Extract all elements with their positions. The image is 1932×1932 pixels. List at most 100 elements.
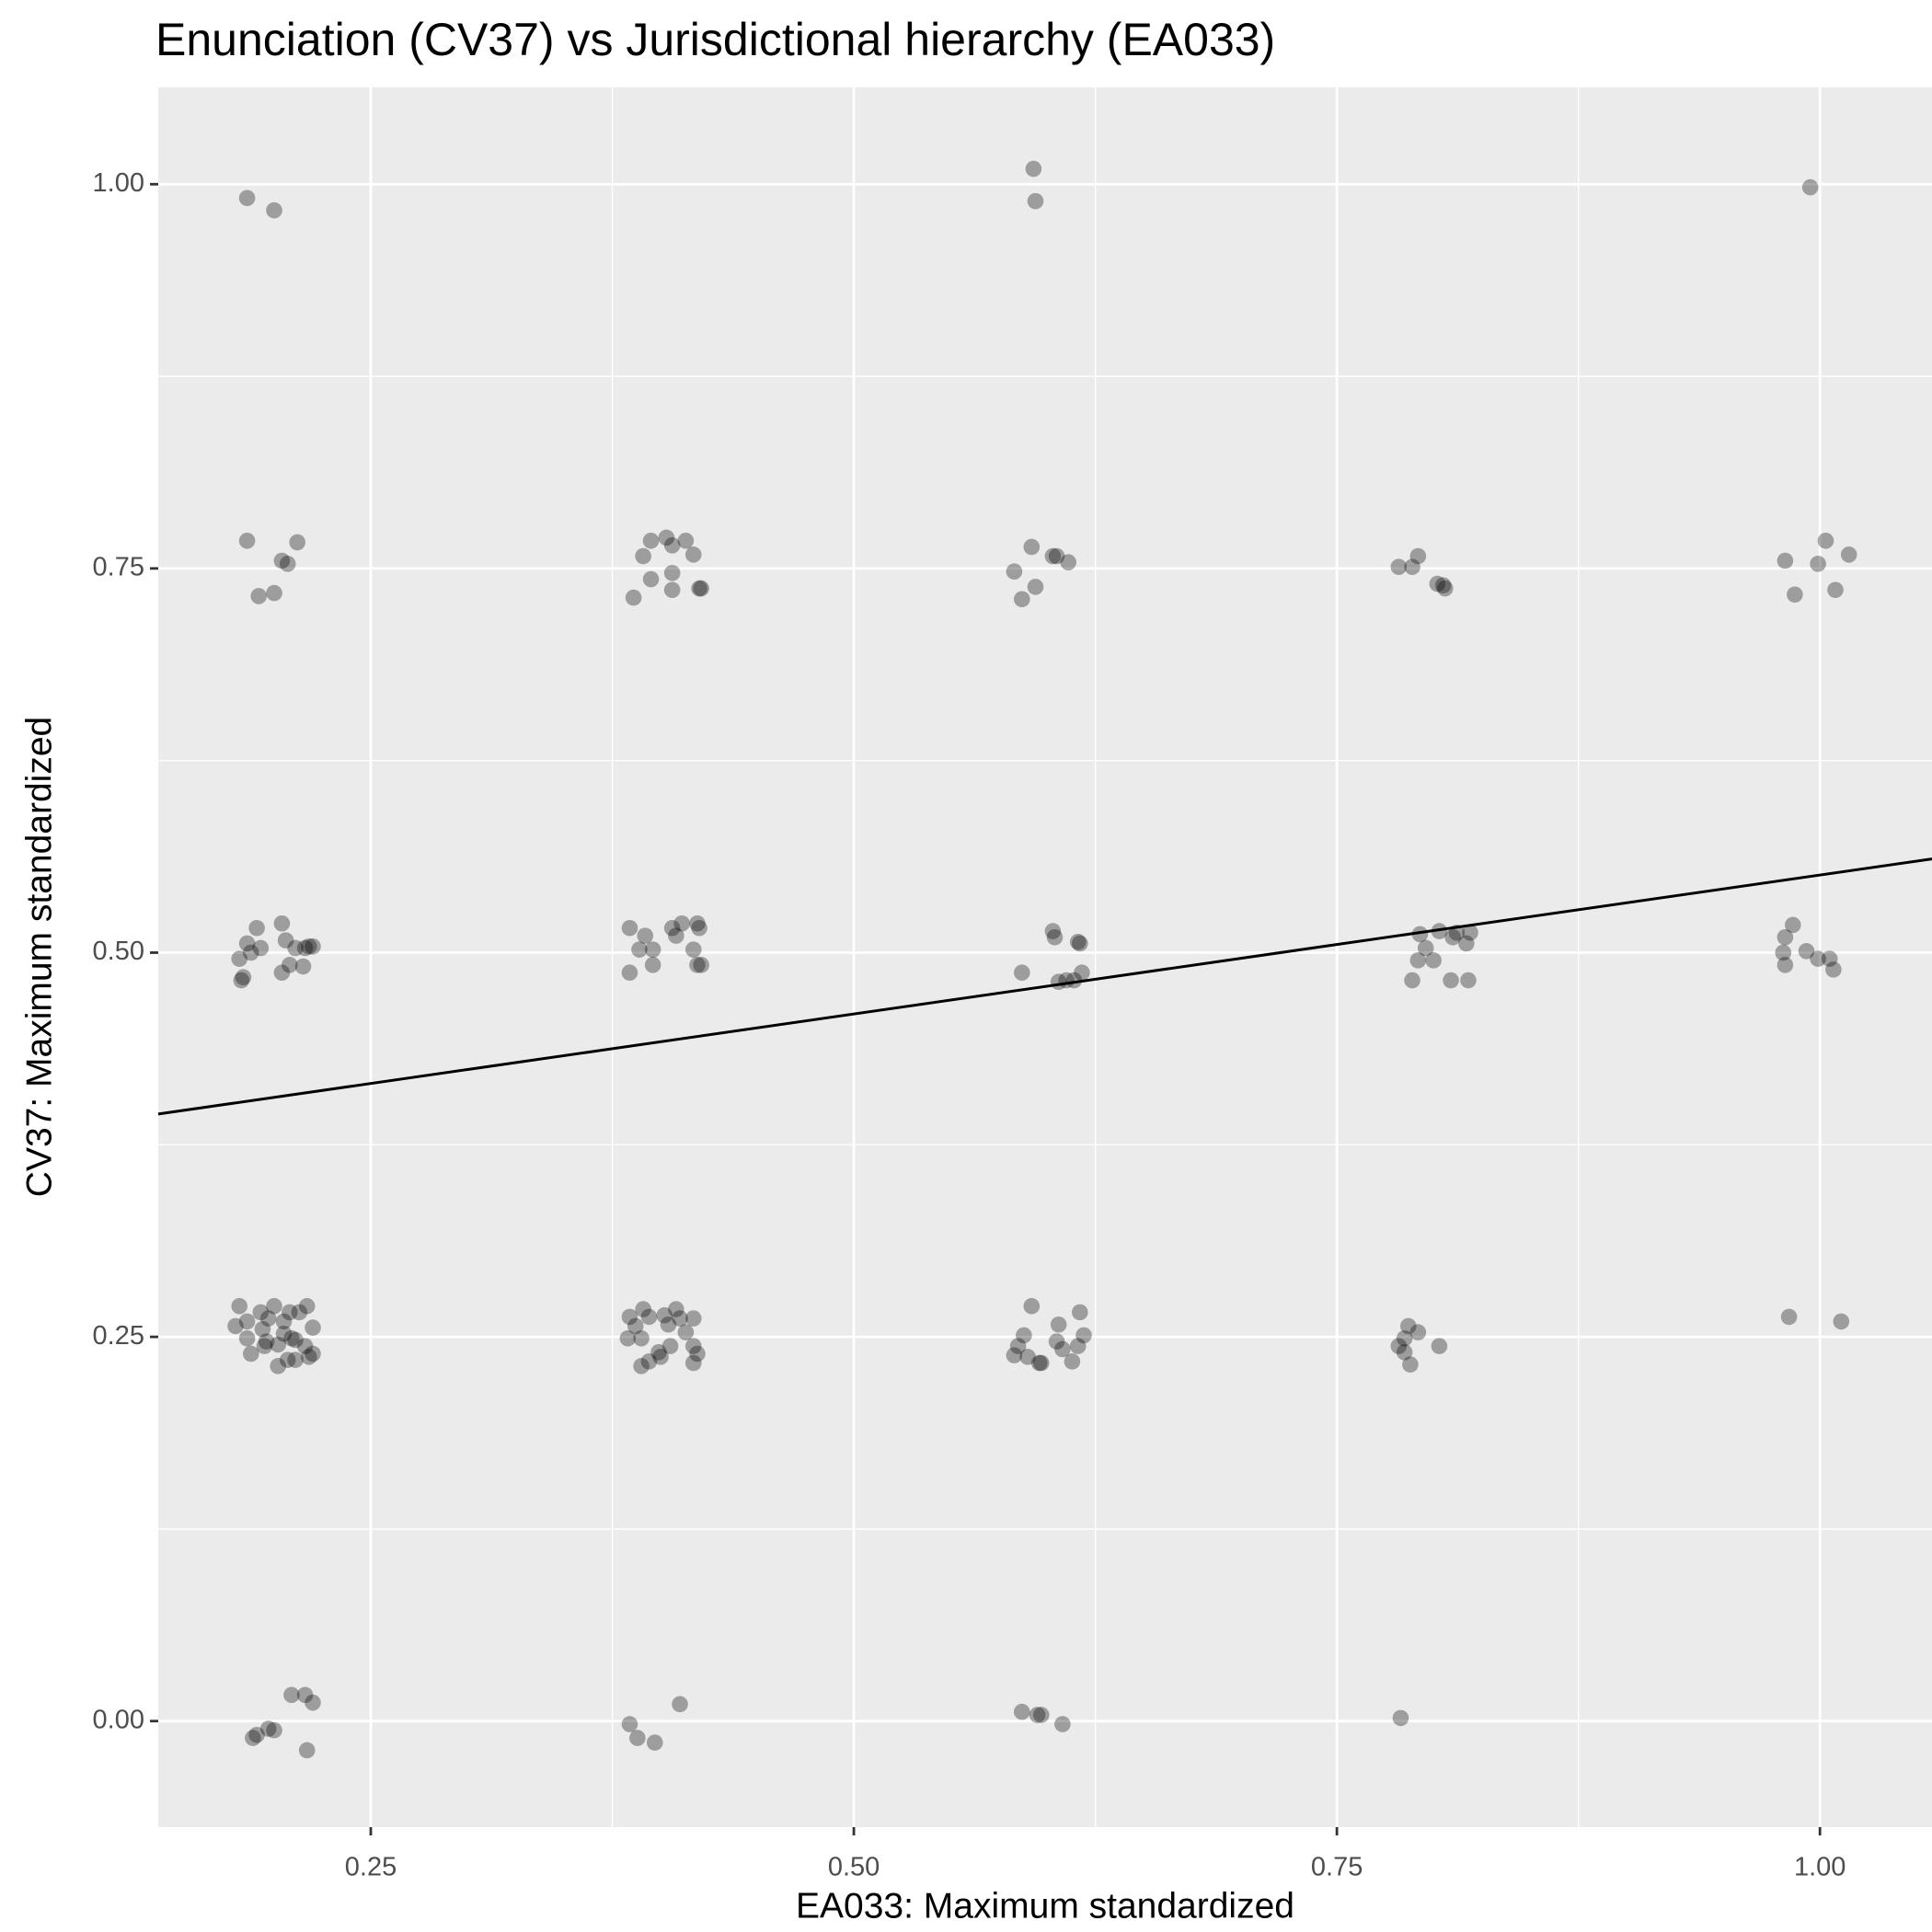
point xyxy=(677,1324,695,1340)
point xyxy=(691,580,707,597)
point xyxy=(282,957,298,973)
point xyxy=(294,958,312,975)
point xyxy=(1409,547,1427,565)
point xyxy=(1390,558,1408,575)
point xyxy=(635,547,651,565)
point xyxy=(305,1694,321,1711)
point xyxy=(270,1336,287,1353)
x-tick-label: 0.25 xyxy=(345,1853,397,1882)
point xyxy=(279,1351,296,1368)
point xyxy=(291,1304,308,1321)
point xyxy=(1064,1353,1081,1370)
point xyxy=(656,1306,673,1324)
x-tick-label: 0.75 xyxy=(1311,1853,1363,1882)
point xyxy=(1777,957,1794,973)
point xyxy=(266,1721,282,1739)
point xyxy=(689,914,706,932)
point xyxy=(1032,1707,1050,1723)
point xyxy=(1069,1338,1087,1354)
point xyxy=(301,938,317,955)
point xyxy=(238,1313,256,1330)
point xyxy=(283,1329,300,1347)
point xyxy=(663,537,681,554)
point xyxy=(1016,1327,1032,1344)
point xyxy=(1798,943,1815,960)
point xyxy=(296,939,314,957)
point xyxy=(691,919,707,937)
point xyxy=(1030,1354,1048,1372)
point xyxy=(298,1297,316,1315)
point xyxy=(663,919,681,937)
point xyxy=(1425,952,1442,969)
point xyxy=(1775,944,1792,961)
y-tick-label: 0.00 xyxy=(93,1705,144,1734)
point xyxy=(1443,972,1459,989)
point xyxy=(1023,538,1041,556)
point xyxy=(1787,586,1803,604)
point xyxy=(1074,964,1090,982)
point xyxy=(684,1338,702,1354)
point xyxy=(1006,1347,1023,1363)
point xyxy=(296,1686,314,1704)
point xyxy=(1429,575,1446,592)
point xyxy=(1462,924,1478,941)
point xyxy=(1784,916,1801,934)
point xyxy=(1392,1709,1409,1727)
point xyxy=(640,1308,658,1326)
point xyxy=(1072,1304,1088,1321)
y-axis-title: CV37: Maximum standardized xyxy=(19,717,59,1197)
point xyxy=(661,1338,679,1354)
point xyxy=(642,532,660,549)
point xyxy=(646,1734,663,1751)
point xyxy=(1404,558,1420,575)
point xyxy=(275,1325,293,1342)
point xyxy=(1065,972,1083,989)
point xyxy=(256,1338,273,1354)
point xyxy=(1780,1308,1798,1326)
point xyxy=(266,584,282,602)
point xyxy=(625,589,642,606)
y-tick-label: 0.50 xyxy=(93,937,144,966)
point xyxy=(1404,972,1420,989)
point xyxy=(663,581,681,599)
point xyxy=(642,570,660,588)
point xyxy=(1460,972,1477,989)
point xyxy=(273,964,291,982)
point xyxy=(633,1329,650,1347)
point xyxy=(1827,581,1844,599)
point xyxy=(1810,950,1826,967)
point xyxy=(637,927,654,944)
point xyxy=(1044,923,1062,939)
point xyxy=(621,964,638,982)
point xyxy=(650,1344,667,1361)
point xyxy=(1444,928,1461,946)
point xyxy=(684,941,702,958)
point xyxy=(629,1730,646,1746)
point xyxy=(668,1301,684,1317)
point xyxy=(238,935,256,952)
point xyxy=(684,1310,702,1327)
point xyxy=(668,927,684,944)
point xyxy=(1013,1703,1030,1720)
point xyxy=(1402,1356,1419,1373)
point xyxy=(233,972,250,989)
point xyxy=(1390,1338,1408,1354)
point xyxy=(1060,554,1077,570)
trend-line xyxy=(157,857,1932,1116)
point xyxy=(672,1696,688,1713)
point xyxy=(1072,935,1088,952)
point xyxy=(652,1349,669,1365)
point xyxy=(305,1319,321,1336)
point xyxy=(258,1333,275,1350)
point xyxy=(279,556,296,572)
point xyxy=(1777,928,1794,946)
point xyxy=(660,1316,677,1333)
x-axis-title: EA033: Maximum standardized xyxy=(796,1886,1294,1926)
point xyxy=(1833,1313,1850,1330)
point xyxy=(673,914,690,932)
y-tick-label: 1.00 xyxy=(93,168,144,198)
point xyxy=(266,201,282,219)
point xyxy=(1013,591,1030,608)
